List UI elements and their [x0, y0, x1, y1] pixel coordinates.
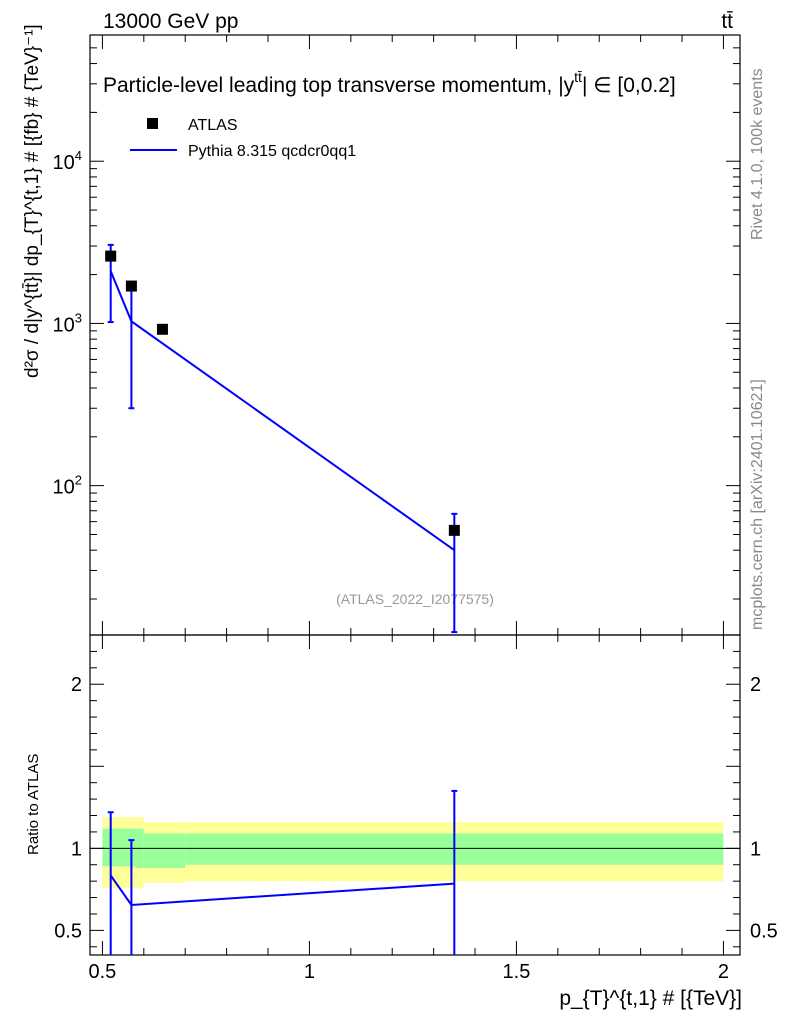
mcplots-label: mcplots.cern.ch [arXiv:2401.10621]	[749, 379, 766, 630]
ratio-tick-label-left: 1	[71, 838, 82, 860]
ratio-band-inner	[143, 833, 186, 869]
pythia-line	[109, 270, 455, 552]
ratio-tick-label-left: 2	[71, 674, 82, 696]
analysis-watermark: (ATLAS_2022_I2077575)	[336, 591, 494, 607]
axis-tick-labels: 0.5 1 1.5 2 102 103 104 0.5 0.5 1 1 2 2	[53, 148, 778, 983]
header-right: tt̄	[721, 10, 733, 33]
ratio-tick-label-left: 0.5	[54, 920, 82, 942]
main-data	[105, 243, 460, 634]
y-tick-label: 102	[53, 473, 82, 499]
legend-label-pythia: Pythia 8.315 qcdcr0qq1	[188, 143, 356, 160]
legend-label-atlas: ATLAS	[188, 117, 238, 134]
header-left: 13000 GeV pp	[103, 10, 238, 33]
x-tick-label: 1	[304, 961, 315, 983]
y-tick-label: 104	[53, 148, 82, 174]
legend-marker-atlas	[147, 118, 158, 129]
x-tick-label: 1.5	[503, 961, 531, 983]
ratio-tick-label-right: 0.5	[750, 920, 778, 942]
x-tick-label: 0.5	[89, 961, 117, 983]
atlas-data-point	[105, 250, 117, 262]
axis-ticks	[90, 34, 740, 955]
ratio-data	[107, 789, 458, 955]
rivet-label: Rivet 4.1.0, 100k events	[749, 68, 766, 240]
ratio-frame	[89, 634, 741, 956]
x-tick-label: 2	[718, 961, 729, 983]
ratio-tick-label-right: 1	[750, 838, 761, 860]
y-axis-label: d²σ / d|y^{tt̄}| dp_{T}^{t,1} # [{fb} # …	[22, 24, 43, 378]
x-axis-label: p_{T}^{t,1} # [{TeV}]	[559, 987, 742, 1010]
ratio-tick-label-right: 2	[750, 674, 761, 696]
plot-title: Particle-level leading top transverse mo…	[103, 69, 676, 97]
atlas-data-point	[448, 524, 460, 536]
atlas-data-point	[125, 280, 137, 292]
y-tick-label: 103	[53, 310, 82, 336]
ratio-y-axis-label: Ratio to ATLAS	[25, 754, 42, 855]
ratio-bands	[90, 817, 740, 888]
ratio-band-inner	[102, 828, 136, 867]
atlas-data-point	[156, 323, 168, 335]
